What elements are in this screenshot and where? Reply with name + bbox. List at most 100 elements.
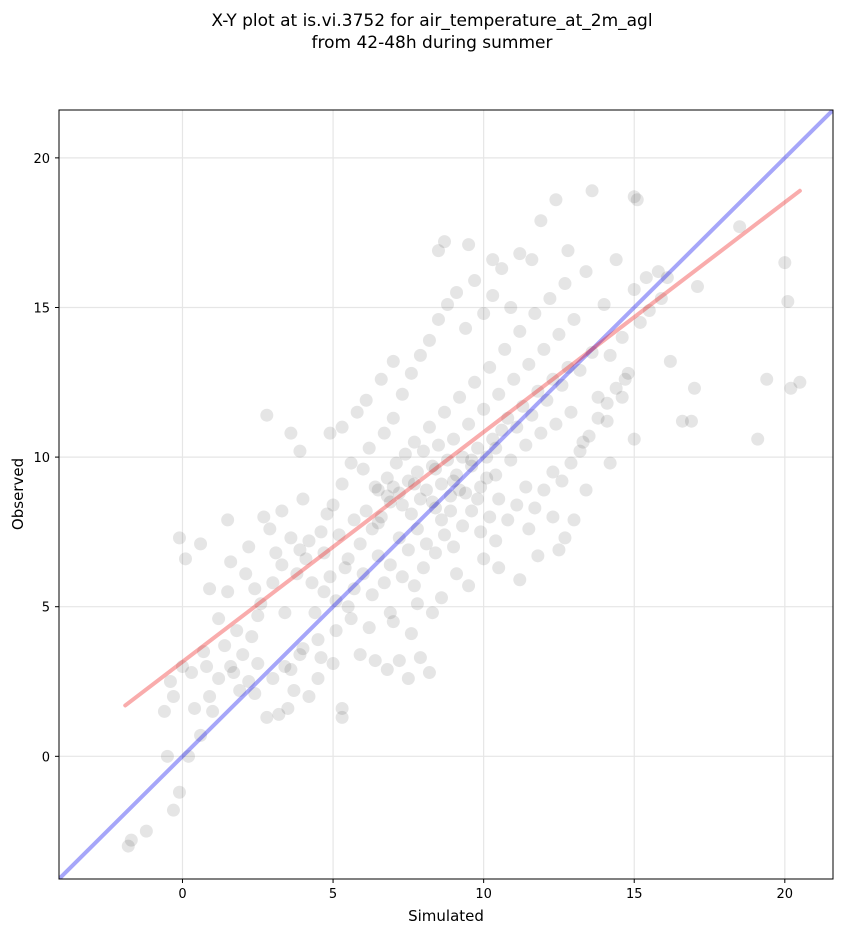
data-point: [525, 253, 539, 267]
x-axis-label: Simulated: [408, 907, 484, 925]
data-point: [528, 501, 542, 515]
data-point: [555, 474, 569, 488]
data-point: [434, 591, 448, 605]
x-axis-ticks: 0 5 10 15 20: [178, 879, 793, 902]
data-point: [733, 220, 747, 234]
data-point: [441, 453, 455, 467]
data-point: [465, 453, 479, 467]
data-point: [410, 522, 424, 536]
data-point: [121, 839, 135, 853]
data-point: [501, 411, 515, 425]
y-tick-label: 20: [33, 152, 50, 167]
data-point: [621, 366, 635, 380]
data-point: [781, 295, 795, 309]
data-point: [519, 480, 533, 494]
data-point: [639, 271, 653, 285]
data-point: [203, 689, 217, 703]
chart-title-line-2: from 42-48h during summer: [312, 33, 553, 53]
data-point: [675, 414, 689, 428]
data-point: [459, 321, 473, 335]
data-point: [600, 414, 614, 428]
data-point: [172, 531, 186, 545]
data-point: [194, 728, 208, 742]
data-point: [371, 549, 385, 563]
data-point: [471, 441, 485, 455]
data-point: [573, 363, 587, 377]
data-point: [444, 489, 458, 503]
data-point: [341, 600, 355, 614]
data-point: [329, 594, 343, 608]
data-point: [549, 193, 563, 207]
identity-line: [59, 110, 833, 879]
data-point: [480, 450, 494, 464]
data-point: [516, 399, 530, 413]
data-point: [513, 324, 527, 338]
data-point: [254, 597, 268, 611]
data-point: [627, 432, 641, 446]
data-point: [483, 360, 497, 374]
data-point: [528, 306, 542, 320]
data-point: [395, 387, 409, 401]
data-point: [166, 689, 180, 703]
data-point: [263, 522, 277, 536]
data-point: [468, 375, 482, 389]
data-point: [447, 432, 461, 446]
data-point: [513, 247, 527, 261]
data-point: [335, 420, 349, 434]
data-point: [552, 327, 566, 341]
data-point: [492, 561, 506, 575]
data-point: [507, 372, 521, 386]
data-point: [293, 543, 307, 557]
data-point: [760, 372, 774, 386]
data-point: [416, 444, 430, 458]
data-point: [326, 498, 340, 512]
chart-title-line-1: X-Y plot at is.vi.3752 for air_temperatu…: [211, 11, 652, 31]
data-point: [395, 498, 409, 512]
data-point: [395, 570, 409, 584]
data-point: [546, 372, 560, 386]
data-point: [413, 348, 427, 362]
data-point: [471, 492, 485, 506]
plot-frame: [58, 109, 834, 880]
y-tick-label: 15: [33, 301, 50, 316]
data-point: [534, 214, 548, 228]
data-point: [477, 552, 491, 566]
data-point: [401, 543, 415, 557]
data-point: [489, 534, 503, 548]
data-point: [462, 417, 476, 431]
data-point: [160, 749, 174, 763]
data-point: [362, 441, 376, 455]
data-point: [251, 657, 265, 671]
data-point: [163, 675, 177, 689]
data-point: [549, 417, 563, 431]
data-point: [558, 531, 572, 545]
data-point: [495, 262, 509, 276]
trend-lines: [59, 110, 833, 879]
data-point: [392, 531, 406, 545]
data-point: [392, 654, 406, 668]
data-points: [121, 184, 807, 853]
data-point: [311, 672, 325, 686]
data-point: [422, 420, 436, 434]
data-point: [359, 393, 373, 407]
data-point: [477, 402, 491, 416]
data-point: [251, 609, 265, 623]
data-point: [564, 456, 578, 470]
data-point: [654, 292, 668, 306]
data-point: [597, 297, 611, 311]
data-point: [365, 522, 379, 536]
data-point: [368, 654, 382, 668]
data-point: [296, 492, 310, 506]
data-point: [546, 465, 560, 479]
data-point: [344, 456, 358, 470]
data-point: [404, 627, 418, 641]
data-point: [374, 510, 388, 524]
data-point: [362, 621, 376, 635]
data-point: [627, 190, 641, 204]
data-point: [609, 381, 623, 395]
data-point: [311, 633, 325, 647]
data-point: [410, 597, 424, 611]
data-point: [486, 432, 500, 446]
data-point: [651, 265, 665, 279]
data-point: [450, 468, 464, 482]
